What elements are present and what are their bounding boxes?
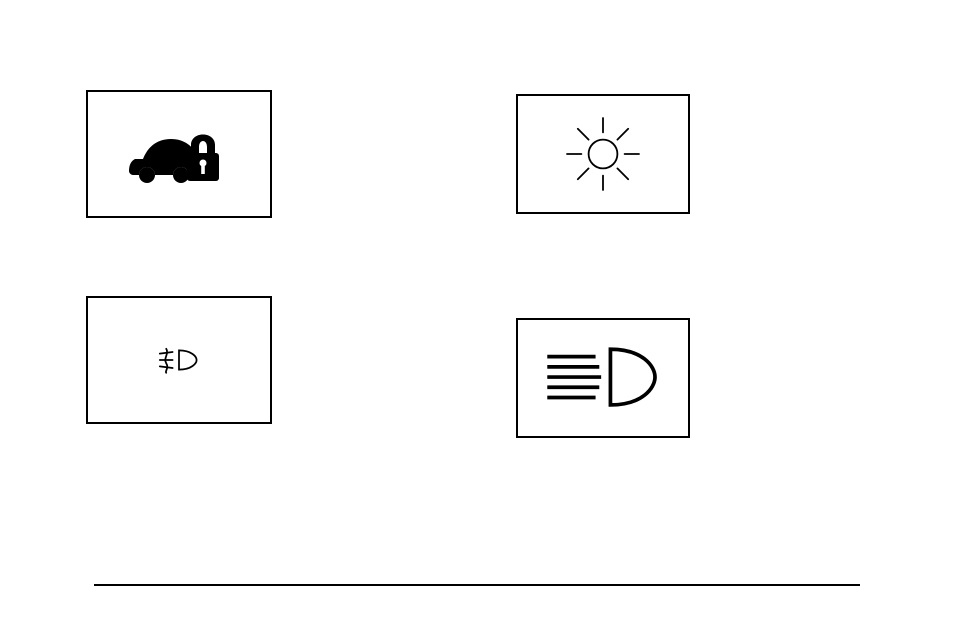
icon-box-fog-light (86, 296, 272, 424)
icon-reference-page (0, 0, 954, 636)
car-lock-icon (119, 109, 239, 199)
icon-box-parking-light (516, 94, 690, 214)
icon-box-car-lock (86, 90, 272, 218)
parking-light-icon (558, 109, 648, 199)
footer-rule (94, 584, 860, 586)
high-beam-icon (538, 336, 668, 420)
fog-light-icon (155, 344, 203, 376)
icon-box-high-beam (516, 318, 690, 438)
